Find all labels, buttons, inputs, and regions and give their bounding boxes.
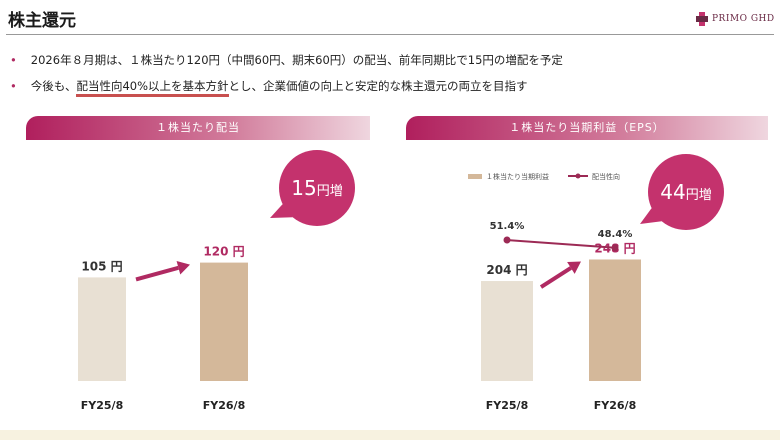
dividend-value-label: 120 円 <box>203 245 244 259</box>
bullet-text-2-underlined: 配当性向40%以上を基本方針 <box>76 79 229 97</box>
legend-label-payout: 配当性向 <box>592 172 620 181</box>
dividend-callout-text: 15円増 <box>291 176 342 200</box>
logo-mark-icon <box>696 12 708 26</box>
legend-label-eps: １株当たり当期利益 <box>486 172 549 181</box>
payout-ratio-label: 48.4% <box>598 229 633 240</box>
bullet-text-2b: とし、企業価値の向上と安定的な株主還元の両立を目指す <box>228 79 528 93</box>
company-logo: PRIMO GHD <box>696 12 775 26</box>
bullet-text-1: 2026年８月期は、１株当たり120円（中間60円、期末60円）の配当、前年同期… <box>30 53 563 67</box>
payout-ratio-line <box>506 239 616 249</box>
bullet-dot: • <box>10 79 17 93</box>
footer-band <box>0 430 780 440</box>
dividend-category-label: FY26/8 <box>203 399 245 412</box>
dividend-bar-FY25/8 <box>78 277 126 381</box>
dividend-callout-circle <box>279 150 355 226</box>
page-title: 株主還元 <box>8 11 76 31</box>
eps-value-label: 204 円 <box>486 263 527 277</box>
payout-ratio-point <box>611 244 619 252</box>
legend-swatch-eps <box>468 174 482 179</box>
payout-ratio-label: 51.4% <box>490 221 525 232</box>
eps-growth-arrow-shaft <box>539 266 572 289</box>
eps-category-label: FY26/8 <box>594 399 636 412</box>
bullet-dot: • <box>10 53 17 67</box>
eps-chart-banner: １株当たり当期利益（EPS） <box>406 116 768 140</box>
bullet-item-1: • 2026年８月期は、１株当たり120円（中間60円、期末60円）の配当、前年同… <box>10 47 563 73</box>
eps-callout-tail <box>640 208 662 224</box>
dividend-value-label: 105 円 <box>81 259 122 273</box>
eps-callout-circle <box>648 154 724 230</box>
dividend-category-label: FY25/8 <box>81 399 123 412</box>
legend-marker-payout <box>575 173 581 179</box>
title-divider <box>6 34 774 35</box>
logo-text: PRIMO GHD <box>712 14 775 24</box>
dividend-chart-banner: １株当たり配当 <box>26 116 370 140</box>
dividend-growth-arrow-head <box>176 261 190 275</box>
bullet-list: • 2026年８月期は、１株当たり120円（中間60円、期末60円）の配当、前年同… <box>10 47 563 99</box>
dividend-growth-arrow-shaft <box>135 265 179 282</box>
eps-callout-text: 44円増 <box>660 180 711 204</box>
payout-ratio-point <box>503 236 511 244</box>
bullet-text-2a: 今後も、 <box>30 79 77 93</box>
bullet-item-2: • 今後も、配当性向40%以上を基本方針とし、企業価値の向上と安定的な株主還元の両… <box>10 73 563 99</box>
eps-bar-FY26/8 <box>589 259 641 381</box>
dividend-callout-tail <box>270 204 293 218</box>
eps-bar-FY25/8 <box>481 281 533 381</box>
dividend-bar-FY26/8 <box>200 262 248 381</box>
eps-category-label: FY25/8 <box>486 399 528 412</box>
eps-growth-arrow-head <box>567 261 581 274</box>
